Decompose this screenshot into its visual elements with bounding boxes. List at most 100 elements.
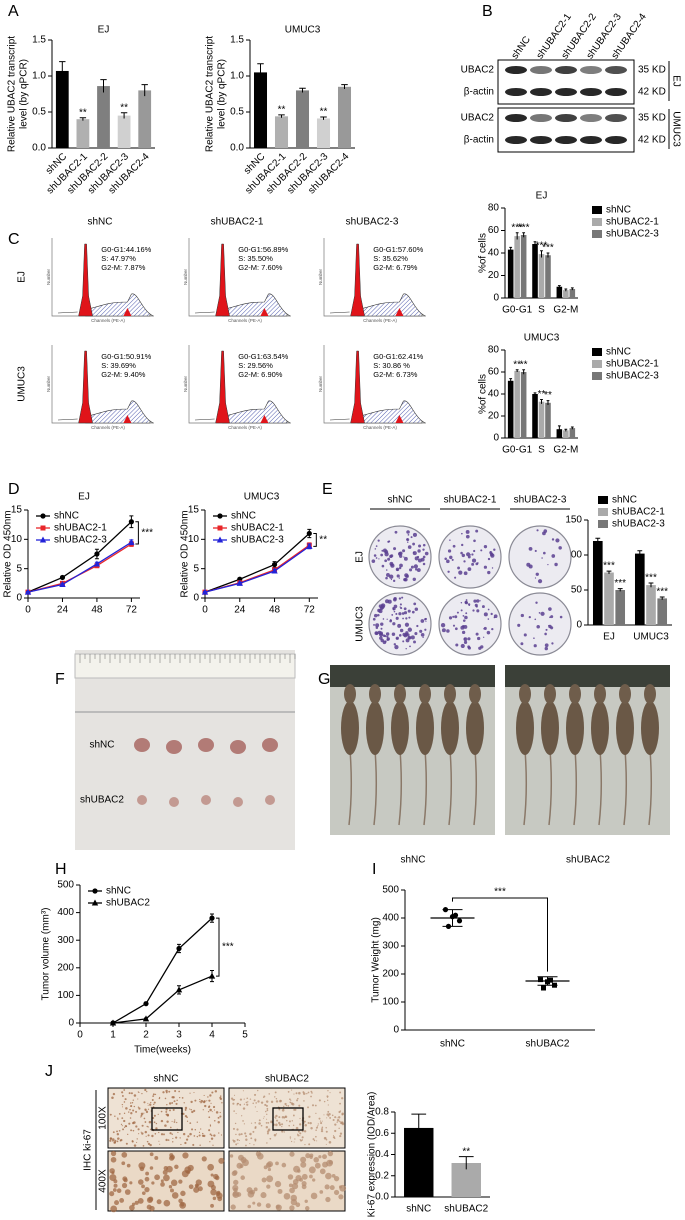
blot-row-label: β-actin: [464, 135, 494, 146]
y-axis-label: Relative UBAC2 transcript: [7, 36, 18, 152]
nucleus: [315, 1135, 317, 1138]
nucleus: [297, 1130, 300, 1133]
colony: [528, 616, 531, 619]
cell-cycle-stat: G2-M: 6.79%: [373, 263, 418, 272]
colony: [528, 564, 533, 569]
colony: [404, 573, 409, 578]
nucleus: [338, 1185, 343, 1189]
nucleus: [339, 1110, 342, 1112]
colony: [414, 632, 418, 636]
colony: [454, 576, 457, 579]
nucleus: [166, 1104, 168, 1106]
bar: [316, 118, 331, 148]
x-tick-label: 1: [110, 1030, 116, 1041]
error-bar: [617, 588, 623, 592]
nucleus: [213, 1134, 216, 1137]
colony: [413, 602, 417, 606]
nucleus: [305, 1206, 310, 1211]
nucleus: [289, 1098, 291, 1101]
colony: [548, 624, 552, 629]
marker: [208, 972, 216, 979]
colony: [373, 613, 378, 618]
blot-band: [530, 136, 552, 144]
nucleus: [137, 1091, 139, 1093]
colony: [403, 556, 408, 561]
colony: [477, 636, 481, 641]
mouse-body: [616, 701, 634, 755]
bar: [55, 70, 69, 148]
colony: [393, 643, 397, 646]
nucleus: [265, 1110, 267, 1113]
nucleus: [250, 1122, 253, 1124]
nucleus: [109, 1139, 112, 1142]
y-tick-label: 0: [193, 593, 199, 604]
nucleus: [210, 1137, 214, 1140]
zoom-box: [272, 1107, 304, 1131]
tumor: [201, 795, 211, 805]
nucleus: [147, 1108, 150, 1110]
sd-bar: [442, 909, 463, 927]
nucleus: [144, 1108, 146, 1110]
chart-title: EJ: [536, 191, 548, 202]
legend-swatch: [592, 348, 602, 356]
nucleus: [312, 1178, 316, 1182]
mouse-head: [369, 684, 381, 704]
colony: [389, 554, 393, 559]
nucleus: [283, 1105, 285, 1108]
y-tick-label: 40: [488, 389, 500, 400]
nucleus: [264, 1103, 267, 1107]
colony: [555, 538, 560, 543]
colony: [465, 534, 470, 539]
nucleus: [236, 1138, 239, 1141]
colony: [406, 530, 410, 534]
nucleus: [299, 1132, 302, 1135]
nucleus: [240, 1133, 243, 1136]
nucleus: [339, 1102, 341, 1105]
nucleus: [275, 1097, 278, 1100]
nucleus: [310, 1090, 313, 1093]
nucleus: [254, 1106, 257, 1108]
nucleus: [327, 1150, 334, 1157]
nucleus: [197, 1186, 203, 1192]
y-tick-label: 400: [57, 907, 74, 918]
colony: [461, 553, 466, 558]
nucleus: [137, 1197, 144, 1204]
nucleus: [169, 1153, 174, 1158]
nucleus: [149, 1103, 152, 1106]
nucleus: [125, 1107, 128, 1110]
nucleus: [245, 1135, 248, 1138]
x-tick-label: 0: [25, 605, 31, 616]
mouse-tail: [548, 749, 553, 826]
nucleus: [255, 1102, 257, 1104]
bar: [545, 255, 551, 298]
tumor: [169, 797, 179, 807]
nucleus: [198, 1131, 201, 1133]
error-bar: [257, 63, 264, 82]
cell-cycle-stat: G2-M: 9.40%: [101, 370, 146, 379]
nucleus: [176, 1099, 178, 1102]
blot-row-label: UBAC2: [461, 65, 495, 76]
nucleus: [169, 1109, 171, 1112]
error-bar: [648, 582, 654, 588]
error-bar: [515, 369, 519, 372]
colony: [395, 636, 399, 640]
nucleus: [218, 1132, 220, 1134]
nucleus: [336, 1117, 338, 1119]
nucleus: [144, 1130, 148, 1134]
nucleus: [332, 1136, 336, 1139]
nucleus: [118, 1129, 121, 1132]
nucleus: [171, 1120, 173, 1122]
error-bar: [540, 399, 543, 404]
nucleus: [314, 1104, 317, 1107]
nucleus: [190, 1100, 193, 1104]
photo: [75, 650, 295, 850]
bar: [646, 585, 656, 625]
mouse-body: [516, 701, 534, 755]
error-bar: [515, 232, 519, 240]
colony: [544, 646, 548, 651]
cell-cycle-stat: G2-M: 7.60%: [238, 263, 283, 272]
error-bar: [79, 117, 87, 121]
nucleus: [299, 1117, 301, 1120]
nucleus: [147, 1126, 149, 1128]
nucleus: [284, 1115, 287, 1118]
